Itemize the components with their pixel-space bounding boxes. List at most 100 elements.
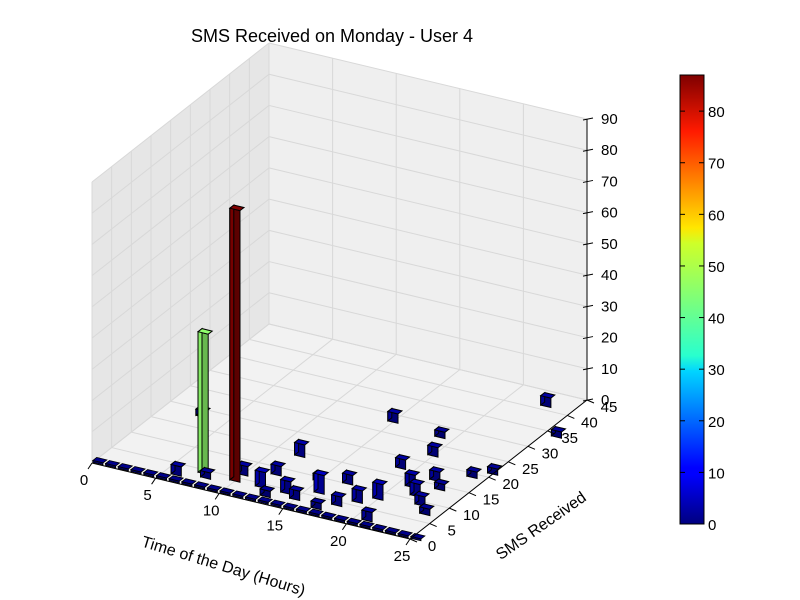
z-tick	[582, 242, 594, 246]
bar-top-face	[433, 426, 451, 433]
y-grid-line	[249, 338, 568, 416]
bar	[228, 204, 246, 483]
z-tick-label: 90	[601, 111, 618, 128]
z-grid-line	[268, 104, 588, 182]
colorbar-tick-label: 50	[708, 259, 725, 276]
x-grid-line	[155, 338, 333, 479]
bar-face	[92, 459, 104, 466]
colorbar-tick-label: 10	[708, 465, 725, 482]
colorbar-tick-label: 30	[708, 362, 725, 379]
x-tick	[278, 508, 284, 515]
y-tick	[468, 492, 477, 497]
z-grid-line	[91, 167, 270, 308]
bar	[254, 466, 271, 489]
z-grid-line	[268, 261, 588, 339]
bar	[269, 460, 287, 477]
z-grid-line	[268, 292, 588, 370]
x-tick-label: 15	[266, 518, 283, 535]
bar	[293, 438, 310, 459]
z-tick	[582, 367, 594, 371]
bar-face	[397, 532, 409, 539]
bar-face	[295, 508, 307, 515]
y-grid-line	[131, 431, 450, 509]
x-tick	[405, 538, 411, 546]
bar-top-face	[386, 407, 404, 415]
bars	[91, 204, 567, 542]
bar-face	[117, 466, 129, 472]
y-tick	[508, 461, 516, 466]
x-tick	[151, 477, 157, 485]
bar-face	[321, 514, 333, 521]
y-tick-label: 5	[447, 523, 455, 540]
bar-face	[219, 490, 231, 496]
chart-title: SMS Received on Monday - User 4	[191, 26, 473, 46]
bar	[486, 462, 503, 476]
bar	[394, 453, 411, 471]
bar-top-face	[418, 503, 435, 510]
bar	[371, 478, 389, 501]
colorbar-tick-label: 60	[708, 207, 725, 224]
x-tick-label: 10	[203, 502, 220, 519]
bar-side-face	[229, 204, 235, 481]
bar	[288, 484, 305, 502]
bar-top-face	[288, 485, 305, 492]
bar	[539, 391, 556, 409]
z-tick-label: 30	[601, 298, 618, 315]
y-tick	[409, 538, 418, 543]
bar-top-face	[550, 425, 567, 433]
y-axis-line	[409, 399, 588, 540]
left-back-pane	[92, 43, 269, 463]
z-grid-line	[91, 105, 270, 245]
z-tick	[582, 304, 594, 308]
bar	[351, 484, 368, 505]
colorbar: 0 10 20 30 40 50 60 70 80	[679, 74, 725, 534]
bar-face	[308, 511, 320, 518]
z-grid-line	[91, 73, 270, 214]
z-tick-label: 10	[601, 361, 618, 378]
right-back-pane	[269, 43, 587, 400]
y-grid-line	[170, 400, 489, 478]
bar-top-face	[312, 469, 330, 477]
bar-top-face	[408, 478, 426, 486]
bar	[360, 505, 378, 523]
z-tick-label: 70	[601, 173, 618, 190]
bar-face	[346, 520, 358, 527]
y-tick-label: 20	[502, 476, 519, 493]
z-grid-line	[268, 73, 588, 151]
x-tick	[341, 523, 347, 531]
z-grid-line	[268, 323, 588, 401]
z-tick-label: 60	[601, 205, 618, 222]
z-tick-label: 0	[601, 392, 609, 409]
bar-face	[155, 475, 168, 481]
z-grid-line	[91, 42, 270, 183]
bar	[312, 469, 330, 495]
bar	[386, 407, 404, 424]
bar-face	[257, 499, 269, 505]
x-tick-label: 5	[143, 487, 151, 504]
bar	[418, 502, 435, 517]
bar	[169, 460, 187, 477]
bar-face	[334, 517, 346, 524]
bar-face	[384, 529, 396, 536]
x-grid-line	[282, 369, 461, 509]
bar-top-face	[196, 328, 214, 335]
z-grid-line	[268, 198, 588, 276]
bar-top-face	[486, 463, 503, 470]
bar-top-face	[465, 466, 483, 473]
axes: 0510152025051015202530354045010203040506…	[80, 111, 618, 565]
z-tick-label: 20	[601, 330, 618, 347]
bar	[426, 441, 444, 458]
z-tick	[582, 336, 594, 340]
z-tick	[582, 273, 594, 277]
y-tick-label: 40	[581, 414, 598, 431]
bar	[330, 490, 347, 508]
bar-face	[194, 484, 206, 490]
bar-top-face	[341, 469, 358, 477]
z-tick	[582, 148, 594, 152]
y-tick-label: 35	[561, 430, 578, 447]
bar-top-face	[269, 460, 287, 468]
y-tick	[547, 430, 555, 435]
bar-face	[143, 472, 155, 478]
bar	[279, 475, 296, 496]
